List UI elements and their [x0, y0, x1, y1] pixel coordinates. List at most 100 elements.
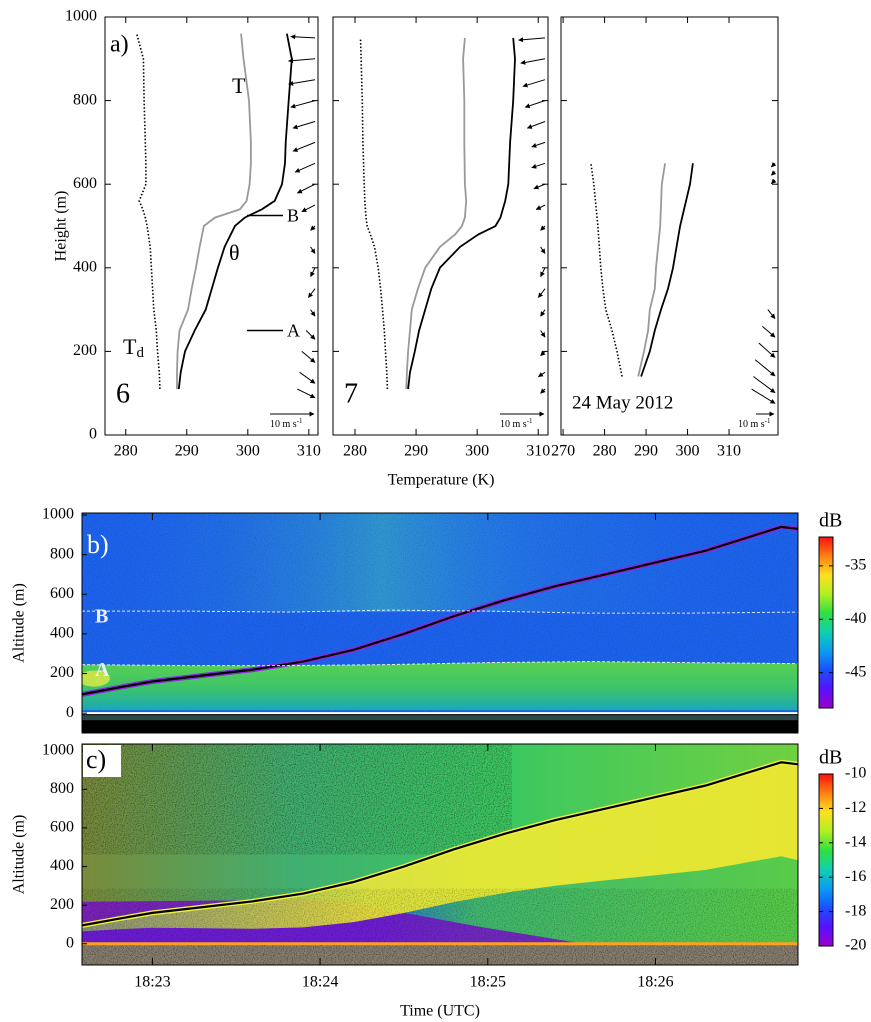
wind-arrow	[290, 34, 316, 40]
x-tick-label: 280	[343, 443, 367, 460]
y-tick-label: 600	[50, 585, 74, 602]
wind-arrow	[299, 371, 316, 384]
y-tick-label: 800	[50, 545, 74, 562]
dewpoint-label-sub: d	[136, 345, 144, 361]
x-tick-label: 18:25	[470, 974, 506, 991]
plot-frame	[81, 512, 799, 734]
wind-arrow	[540, 350, 546, 357]
wind-scale-text: 10 m s	[738, 419, 765, 430]
wind-scale-text: 10 m s	[270, 419, 297, 430]
wind-arrow	[290, 100, 316, 109]
wind-arrow	[526, 121, 546, 129]
wind-scale-exponent: -1	[297, 417, 303, 425]
wind-arrow	[540, 246, 546, 254]
y-tick-label: 600	[50, 819, 74, 836]
wind-arrow	[292, 141, 316, 152]
x-tick-label: 290	[175, 443, 199, 460]
profile-line	[637, 163, 666, 377]
x-tick-label: 290	[404, 443, 428, 460]
y-tick-label: 1000	[65, 8, 97, 25]
wind-arrow	[533, 183, 546, 190]
profile-line	[359, 37, 389, 390]
dewpoint-label: Td	[123, 334, 144, 361]
x-tick-label: 290	[634, 443, 658, 460]
wind-arrow	[771, 170, 777, 176]
heatmap-field: BA	[82, 513, 798, 733]
colorbar	[818, 773, 834, 947]
y-axis-label: Altitude (m)	[11, 815, 28, 895]
colorbar-tick-label: -12	[845, 799, 866, 816]
colorbar-tick-label: -18	[845, 902, 866, 919]
colorbar-tick-label: -40	[845, 610, 866, 627]
y-axis-label: Altitude (m)	[11, 583, 28, 663]
colorbar-tick-label: -20	[845, 937, 866, 954]
profile-line	[640, 163, 694, 377]
wind-arrow	[518, 37, 546, 43]
colorbar-tick-label: -10	[845, 765, 866, 782]
profile-line	[176, 33, 252, 389]
wind-arrow	[540, 388, 546, 394]
wind-arrow	[520, 58, 546, 65]
wind-arrow	[758, 342, 776, 358]
panel-label: a)	[110, 32, 129, 58]
x-tick-label: 280	[114, 443, 138, 460]
date-label: 24 May 2012	[572, 392, 673, 413]
y-tick-label: 0	[66, 704, 74, 721]
wind-arrow	[307, 288, 316, 298]
plot-frame	[332, 16, 549, 436]
x-tick-label: 310	[297, 443, 321, 460]
field-spot	[82, 670, 110, 687]
x-tick-label: 18:24	[302, 974, 338, 991]
wind-arrow	[767, 309, 776, 319]
wind-arrow	[771, 161, 777, 168]
wind-arrow	[310, 246, 316, 254]
wind-arrow	[753, 376, 776, 394]
colorbar-tick-label: -16	[845, 868, 866, 885]
profile-line	[590, 163, 623, 377]
wind-arrow	[540, 267, 546, 278]
wind-arrow	[754, 359, 776, 377]
wind-arrow	[288, 79, 316, 86]
field-noise	[82, 744, 512, 855]
dewpoint-label-base: T	[123, 334, 137, 359]
layer-label: A	[95, 659, 110, 681]
wind-arrow	[310, 225, 316, 231]
x-tick-label: 18:23	[134, 974, 170, 991]
field-ground-echo	[82, 715, 798, 721]
x-tick-label: 300	[676, 443, 700, 460]
colorbar-tick-label: -14	[845, 833, 866, 850]
y-tick-label: 200	[73, 342, 97, 359]
colorbar-tick-label: -35	[845, 557, 866, 574]
x-tick-label: 280	[593, 443, 617, 460]
wind-arrow	[310, 309, 316, 317]
y-tick-label: 0	[89, 426, 97, 443]
wind-arrow	[540, 330, 546, 338]
profile-line	[407, 37, 516, 390]
profile-annotation: T	[232, 73, 246, 98]
profile-line	[405, 37, 468, 390]
wind-arrow	[751, 388, 776, 404]
y-tick-label: 400	[50, 857, 74, 874]
y-tick-label: 400	[50, 625, 74, 642]
height-marker-label: B	[287, 206, 299, 226]
x-tick-label: 300	[236, 443, 260, 460]
y-tick-label: 1000	[42, 741, 74, 758]
wind-arrow	[305, 330, 316, 340]
x-axis-label: Time (UTC)	[400, 1003, 480, 1020]
wind-arrow	[292, 121, 316, 130]
x-tick-label: 310	[526, 443, 550, 460]
wind-arrow	[531, 162, 546, 169]
x-tick-label: 270	[551, 443, 575, 460]
layer-line	[82, 609, 798, 614]
panel-label-box	[83, 745, 121, 777]
wind-arrow	[297, 388, 316, 399]
y-tick-label: 0	[66, 934, 74, 951]
plot-frame	[81, 743, 799, 966]
y-tick-label: 1000	[42, 506, 74, 523]
wind-arrow	[771, 178, 777, 184]
wind-arrow	[531, 141, 546, 148]
panel-label: b)	[87, 530, 109, 559]
y-tick-label: 200	[50, 896, 74, 913]
colorbar	[818, 536, 834, 709]
